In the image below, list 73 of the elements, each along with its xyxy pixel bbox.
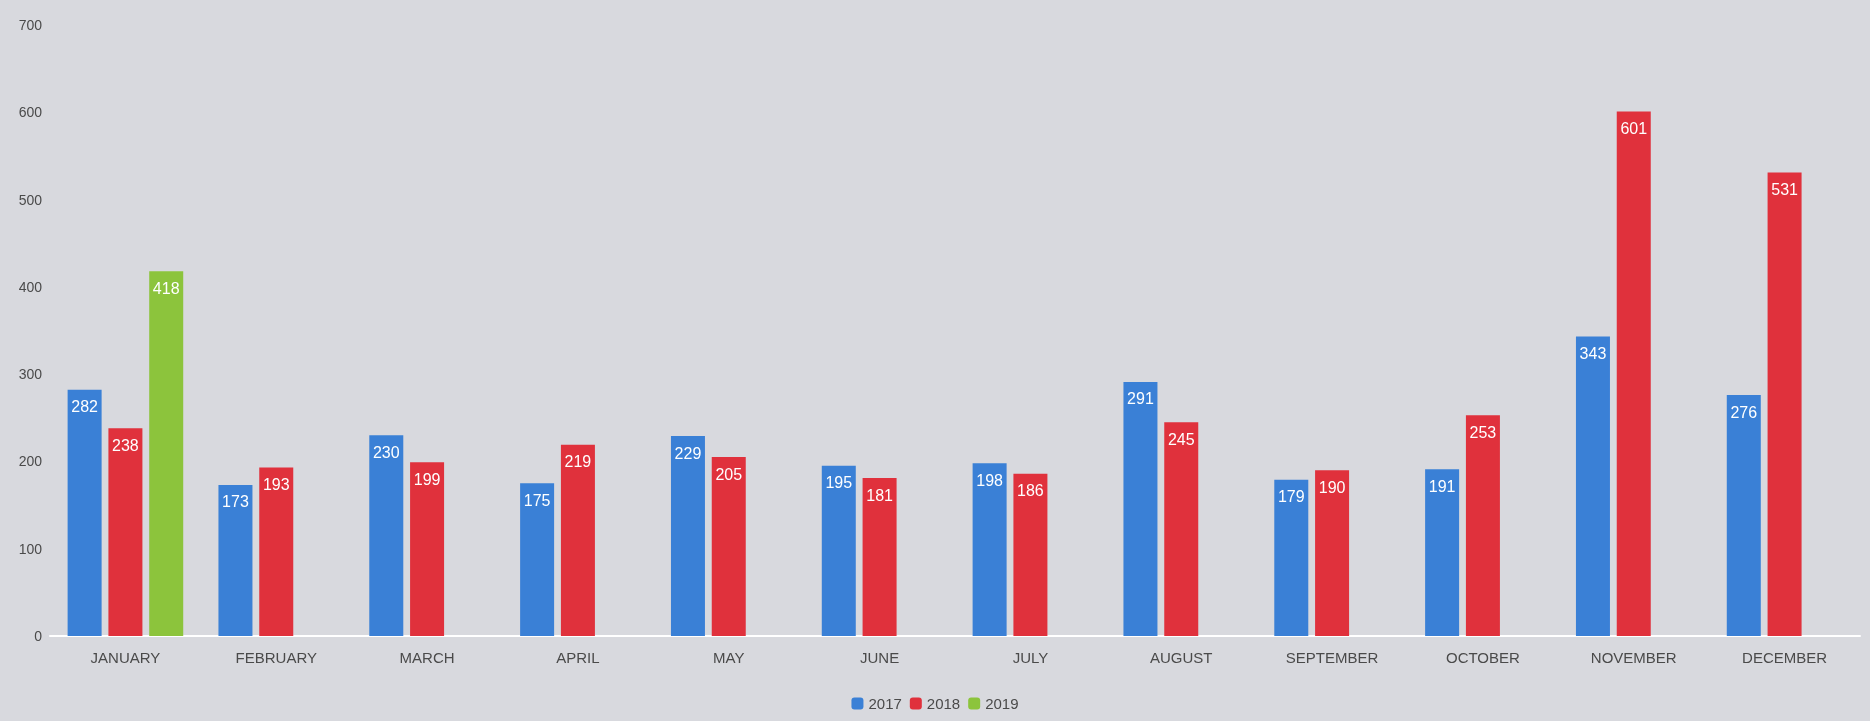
data-label: 175 [523,491,551,509]
bar [369,435,404,636]
data-label: 276 [1730,403,1758,421]
bar [218,485,253,636]
x-tick-label: APRIL [556,649,600,666]
bar [711,457,746,636]
data-label: 186 [1017,482,1044,500]
data-label: 601 [1620,119,1648,137]
y-tick-label: 700 [18,17,43,33]
x-tick-label: SEPTEMBER [1285,649,1379,666]
data-label: 531 [1771,181,1799,199]
y-tick-label: 100 [18,540,43,557]
bar [67,389,102,636]
legend-label: 2018 [926,695,961,712]
data-label: 198 [976,471,1004,489]
y-tick-label: 400 [18,278,43,295]
x-tick-label: MARCH [399,649,455,666]
data-label: 173 [222,493,249,511]
bar [670,436,705,636]
data-label: 195 [825,474,853,492]
x-tick-label: JUNE [860,649,900,666]
data-label: 193 [262,476,290,494]
bar [1164,422,1199,636]
data-label: 205 [715,465,743,483]
x-tick-label: DECEMBER [1742,649,1828,666]
y-tick-label: 200 [18,453,43,470]
bar [1767,172,1802,636]
data-label: 229 [674,444,702,462]
bar [1315,470,1350,636]
data-label: 245 [1167,430,1195,448]
data-label: 191 [1428,477,1456,495]
y-tick-label: 300 [18,366,43,383]
bar [1616,111,1651,636]
bar [1575,336,1610,636]
x-tick-label: JANUARY [90,649,161,666]
legend-label: 2019 [985,695,1019,712]
data-label: 282 [71,398,99,416]
bar [1123,382,1158,636]
x-tick-label: AUGUST [1149,649,1213,666]
x-tick-label: MAY [713,649,745,666]
data-label: 418 [152,279,180,297]
data-label: 238 [112,436,139,454]
y-tick-label: 500 [18,191,43,208]
bar [108,428,143,636]
bar [821,465,856,636]
bar [259,467,294,636]
data-label: 343 [1579,345,1607,363]
bar [560,444,595,636]
y-tick-label: 600 [18,104,43,121]
legend-label: 2017 [868,695,902,712]
bar [149,271,184,636]
bar [972,463,1007,636]
x-tick-label: FEBRUARY [235,649,317,666]
data-label: 230 [372,443,400,461]
bar [1425,469,1460,636]
bar [410,462,445,636]
x-tick-label: OCTOBER [1445,649,1521,666]
data-label: 179 [1277,488,1305,506]
x-tick-label: JULY [1012,649,1049,666]
bar [520,483,555,636]
x-tick-label: NOVEMBER [1590,649,1677,666]
bar [1465,415,1500,636]
data-label: 253 [1469,423,1497,441]
data-label: 219 [564,453,592,471]
bar [1726,395,1761,636]
data-label: 291 [1127,390,1154,408]
data-label: 190 [1318,478,1346,496]
data-label: 199 [413,470,441,488]
bar [1013,473,1048,636]
bar [1274,479,1309,636]
bar [862,478,897,636]
y-tick-label: 0 [34,628,43,644]
data-label: 181 [866,486,894,504]
